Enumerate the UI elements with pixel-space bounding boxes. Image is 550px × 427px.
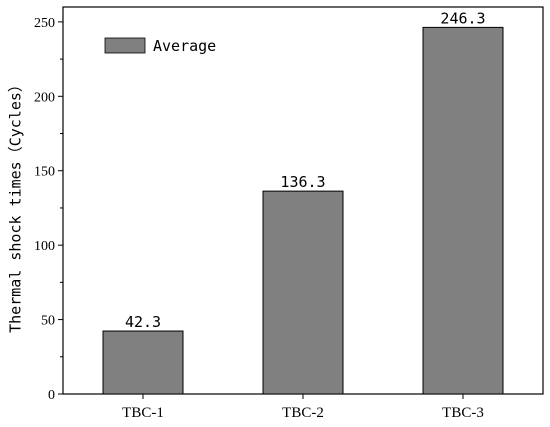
bar-tbc-2 [262, 190, 344, 395]
x-axis: TBC-1 TBC-2 TBC-3 [122, 394, 484, 421]
y-tick-label-0: 0 [48, 388, 55, 403]
x-tick-label-tbc-1: TBC-1 [122, 405, 164, 421]
legend-label-average: Average [153, 37, 216, 55]
bar-tbc-1 [102, 330, 184, 395]
data-labels: 42.3 136.3 246.3 [125, 9, 486, 331]
y-tick-label-50: 50 [41, 314, 55, 329]
y-tick-label-100: 100 [34, 239, 55, 254]
legend-swatch-average [104, 37, 146, 54]
y-axis: 0 50 100 150 200 250 [34, 16, 63, 403]
bars [102, 26, 504, 395]
y-tick-label-200: 200 [34, 90, 55, 105]
y-tick-label-150: 150 [34, 165, 55, 180]
x-tick-label-tbc-3: TBC-3 [442, 405, 484, 421]
legend: Average [104, 37, 216, 55]
data-label-tbc-2: 136.3 [280, 173, 325, 191]
data-label-tbc-3: 246.3 [440, 9, 485, 27]
bar-tbc-3 [422, 26, 504, 395]
x-tick-label-tbc-2: TBC-2 [282, 405, 324, 421]
y-tick-label-250: 250 [34, 16, 55, 31]
data-label-tbc-1: 42.3 [125, 313, 161, 331]
